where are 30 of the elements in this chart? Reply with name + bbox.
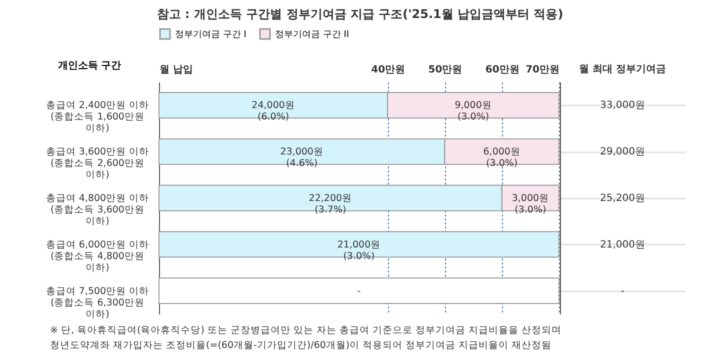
text: 21,000원 — [600, 239, 645, 250]
annotation: - — [357, 286, 361, 297]
legend-label: 정부기여금 구간 II — [275, 30, 350, 40]
annotation: 23,000원 (4.6%) — [280, 146, 324, 170]
y-tick-label: 총급여 3,600만원 이하 (종합소득 2,600만원 이하) — [46, 146, 150, 181]
annotation: 24,000원 (6.0%) — [252, 100, 295, 123]
y-tick-label: 총급여 2,400만원 이하 (종합소득 1,600만원 이하) — [46, 100, 150, 134]
y-tick-label: 총급여 6,000만원 이하 (종합소득 4,800만원 이하) — [46, 239, 150, 274]
annotation: 6,000원 (3.0%) — [483, 146, 520, 170]
text: 청년도약계좌 재가입자는 조정비율(=(60개월-기가입기간)/60개월)이 적용되어 정부기여금 지급비율이 재산정됨 — [50, 339, 553, 353]
x-tick-label: 60만원 — [485, 64, 520, 76]
y-tick-label: 총급여 4,800만원 이하 (종합소득 3,600만원 이하) — [46, 193, 150, 227]
y-axis-title: 개인소득 구간 — [58, 60, 122, 72]
annotation: 21,000원 (3.0%) — [337, 239, 381, 262]
text: 월 최대 정부기여금 — [579, 64, 666, 75]
text: - — [620, 286, 625, 297]
text: ※ 단, 육아휴직급여(육아휴직수당) 또는 군장병급여만 있는 자는 총급여 기준으로 정부기여금 지급비율을 산정되며 — [50, 324, 563, 338]
x-tick-label: 70만원 — [526, 64, 560, 76]
legend-label: 정부기여금 구간 I — [175, 30, 246, 40]
annotation: 22,200원 (3.7%) — [308, 193, 352, 216]
x-tick-label: 월 납입 — [160, 64, 193, 76]
text: 25,200원 — [600, 193, 645, 204]
x-tick-label: 50만원 — [428, 64, 462, 76]
annotation: 9,000원 (3.0%) — [454, 100, 492, 123]
text: 33,000원 — [600, 100, 645, 112]
text: 29,000원 — [600, 146, 645, 158]
annotation: 3,000원 (3.0%) — [512, 193, 550, 216]
x-tick-label: 40만원 — [371, 64, 406, 76]
chart-title: 참고 : 개인소득 구간별 정부기여금 지급 구조('25.1월 납입금액부터 적용) — [156, 6, 564, 23]
y-tick-label: 총급여 7,500만원 이하 (종합소득 6,300만원 이하) — [46, 286, 150, 320]
